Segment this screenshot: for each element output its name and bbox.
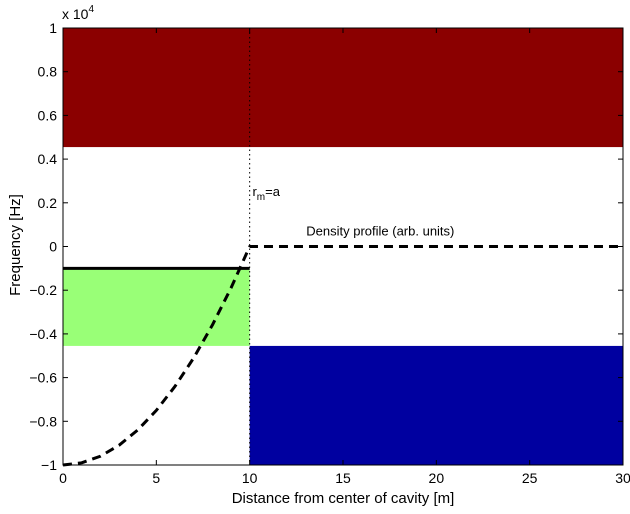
x-tick-label: 0 [59, 470, 67, 486]
x-tick-label: 15 [335, 470, 351, 486]
region-0 [63, 28, 623, 148]
y-tick-label: −1 [41, 457, 57, 473]
y-tick-label: −0.6 [29, 370, 57, 386]
y-tick-label: −0.8 [29, 413, 57, 429]
y-tick-label: 0.6 [38, 107, 58, 123]
density-profile-line [62, 245, 623, 467]
y-tick-label: 0 [49, 239, 57, 255]
y-tick-label: 0.4 [38, 151, 58, 167]
x-tick-label: 10 [242, 470, 258, 486]
x-tick-label: 5 [152, 470, 160, 486]
density-profile-annotation: Density profile (arb. units) [306, 224, 454, 239]
y-tick-label: 1 [49, 20, 57, 36]
tick-marks [62, 27, 624, 466]
y-tick-label: −0.2 [29, 282, 57, 298]
frequency-regions [63, 28, 623, 465]
x-tick-label: 30 [615, 470, 630, 486]
x-tick-label: 20 [429, 470, 445, 486]
rm-annotation: rm=a [252, 184, 280, 203]
y-tick-label: 0.2 [38, 195, 58, 211]
series-group [62, 245, 623, 467]
y-tick-label: −0.4 [29, 326, 57, 342]
x-tick-labels: 0 5 10 15 20 25 30 [59, 470, 630, 486]
y-tick-labels: −1 −0.8 −0.6 −0.4 −0.2 0 0.2 0.4 0.6 0.8 1 [29, 20, 57, 473]
y-tick-label: 0.8 [38, 64, 58, 80]
region-2 [63, 268, 250, 346]
region-1 [249, 345, 623, 465]
y-axis-label: Frequency [Hz] [7, 194, 24, 296]
y-exponent-label: x 104 [62, 4, 94, 22]
x-axis-label: Distance from center of cavity [m] [232, 490, 455, 507]
x-tick-label: 25 [522, 470, 538, 486]
